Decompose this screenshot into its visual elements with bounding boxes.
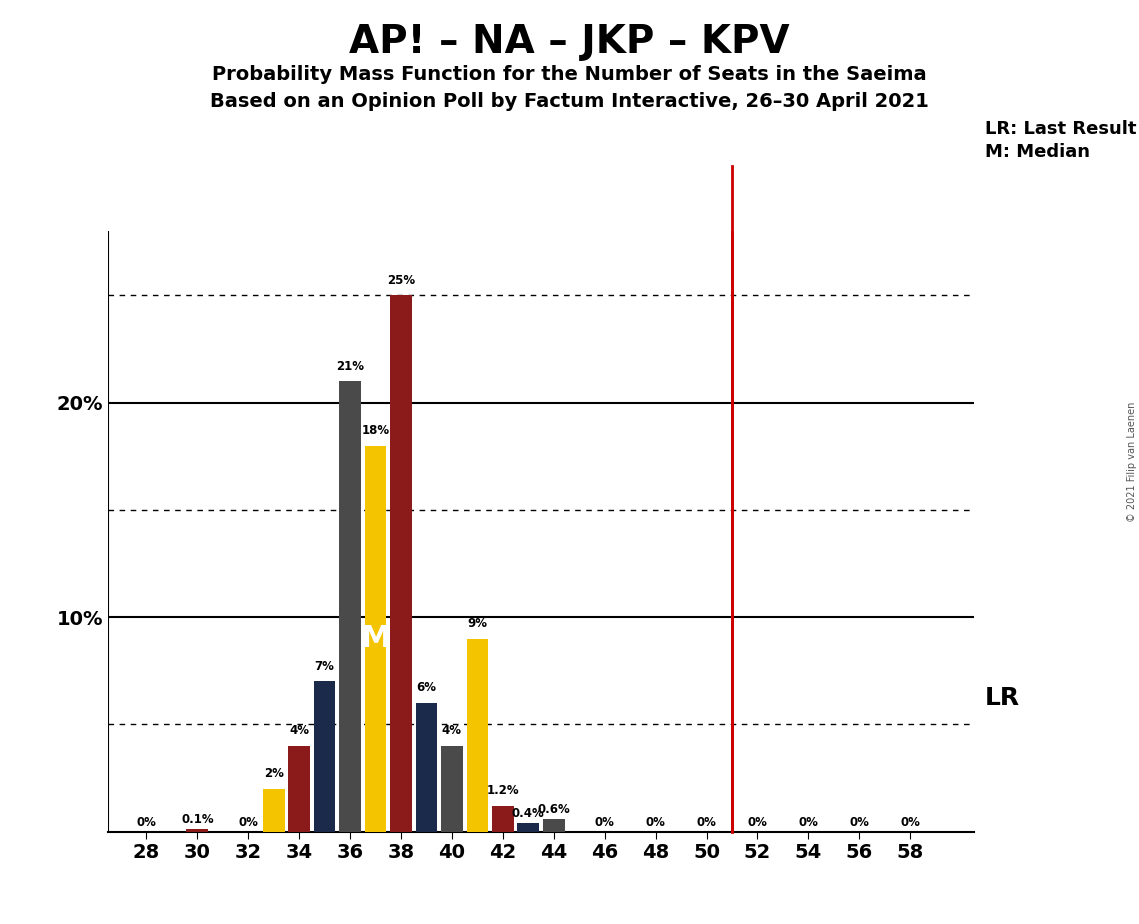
- Text: 0.6%: 0.6%: [538, 803, 571, 816]
- Bar: [314, 682, 336, 832]
- Text: 7%: 7%: [314, 660, 335, 673]
- Text: Based on an Opinion Poll by Factum Interactive, 26–30 April 2021: Based on an Opinion Poll by Factum Inter…: [210, 92, 929, 112]
- Bar: [364, 445, 386, 832]
- Text: © 2021 Filip van Laenen: © 2021 Filip van Laenen: [1126, 402, 1137, 522]
- Text: M: M: [360, 624, 391, 653]
- Text: 2%: 2%: [264, 767, 284, 780]
- Text: LR: Last Result: LR: Last Result: [985, 120, 1137, 139]
- Text: M: Median: M: Median: [985, 143, 1090, 162]
- Text: 0%: 0%: [850, 817, 869, 830]
- Text: 4%: 4%: [289, 724, 309, 737]
- Text: 4%: 4%: [442, 724, 462, 737]
- Text: 0%: 0%: [646, 817, 665, 830]
- Text: 0%: 0%: [798, 817, 818, 830]
- Bar: [416, 703, 437, 832]
- Text: 0%: 0%: [900, 817, 920, 830]
- Text: 6%: 6%: [417, 681, 436, 694]
- Text: 0.4%: 0.4%: [511, 807, 544, 820]
- Text: 1.2%: 1.2%: [486, 784, 519, 797]
- Bar: [263, 789, 285, 832]
- Bar: [288, 746, 310, 832]
- Text: 0.1%: 0.1%: [181, 813, 214, 826]
- Bar: [543, 819, 565, 832]
- Bar: [441, 746, 462, 832]
- Text: 0%: 0%: [238, 817, 259, 830]
- Text: AP! – NA – JKP – KPV: AP! – NA – JKP – KPV: [350, 23, 789, 61]
- Text: LR: LR: [985, 686, 1021, 710]
- Text: 0%: 0%: [747, 817, 768, 830]
- Bar: [492, 806, 514, 832]
- Text: 0%: 0%: [137, 817, 156, 830]
- Text: 18%: 18%: [361, 424, 390, 437]
- Text: 0%: 0%: [697, 817, 716, 830]
- Bar: [517, 823, 539, 832]
- Text: 9%: 9%: [467, 617, 487, 630]
- Bar: [187, 830, 208, 832]
- Text: 0%: 0%: [595, 817, 615, 830]
- Bar: [339, 381, 361, 832]
- Text: 25%: 25%: [387, 274, 415, 286]
- Text: 21%: 21%: [336, 359, 364, 372]
- Bar: [467, 638, 489, 832]
- Bar: [391, 296, 412, 832]
- Text: Probability Mass Function for the Number of Seats in the Saeima: Probability Mass Function for the Number…: [212, 65, 927, 84]
